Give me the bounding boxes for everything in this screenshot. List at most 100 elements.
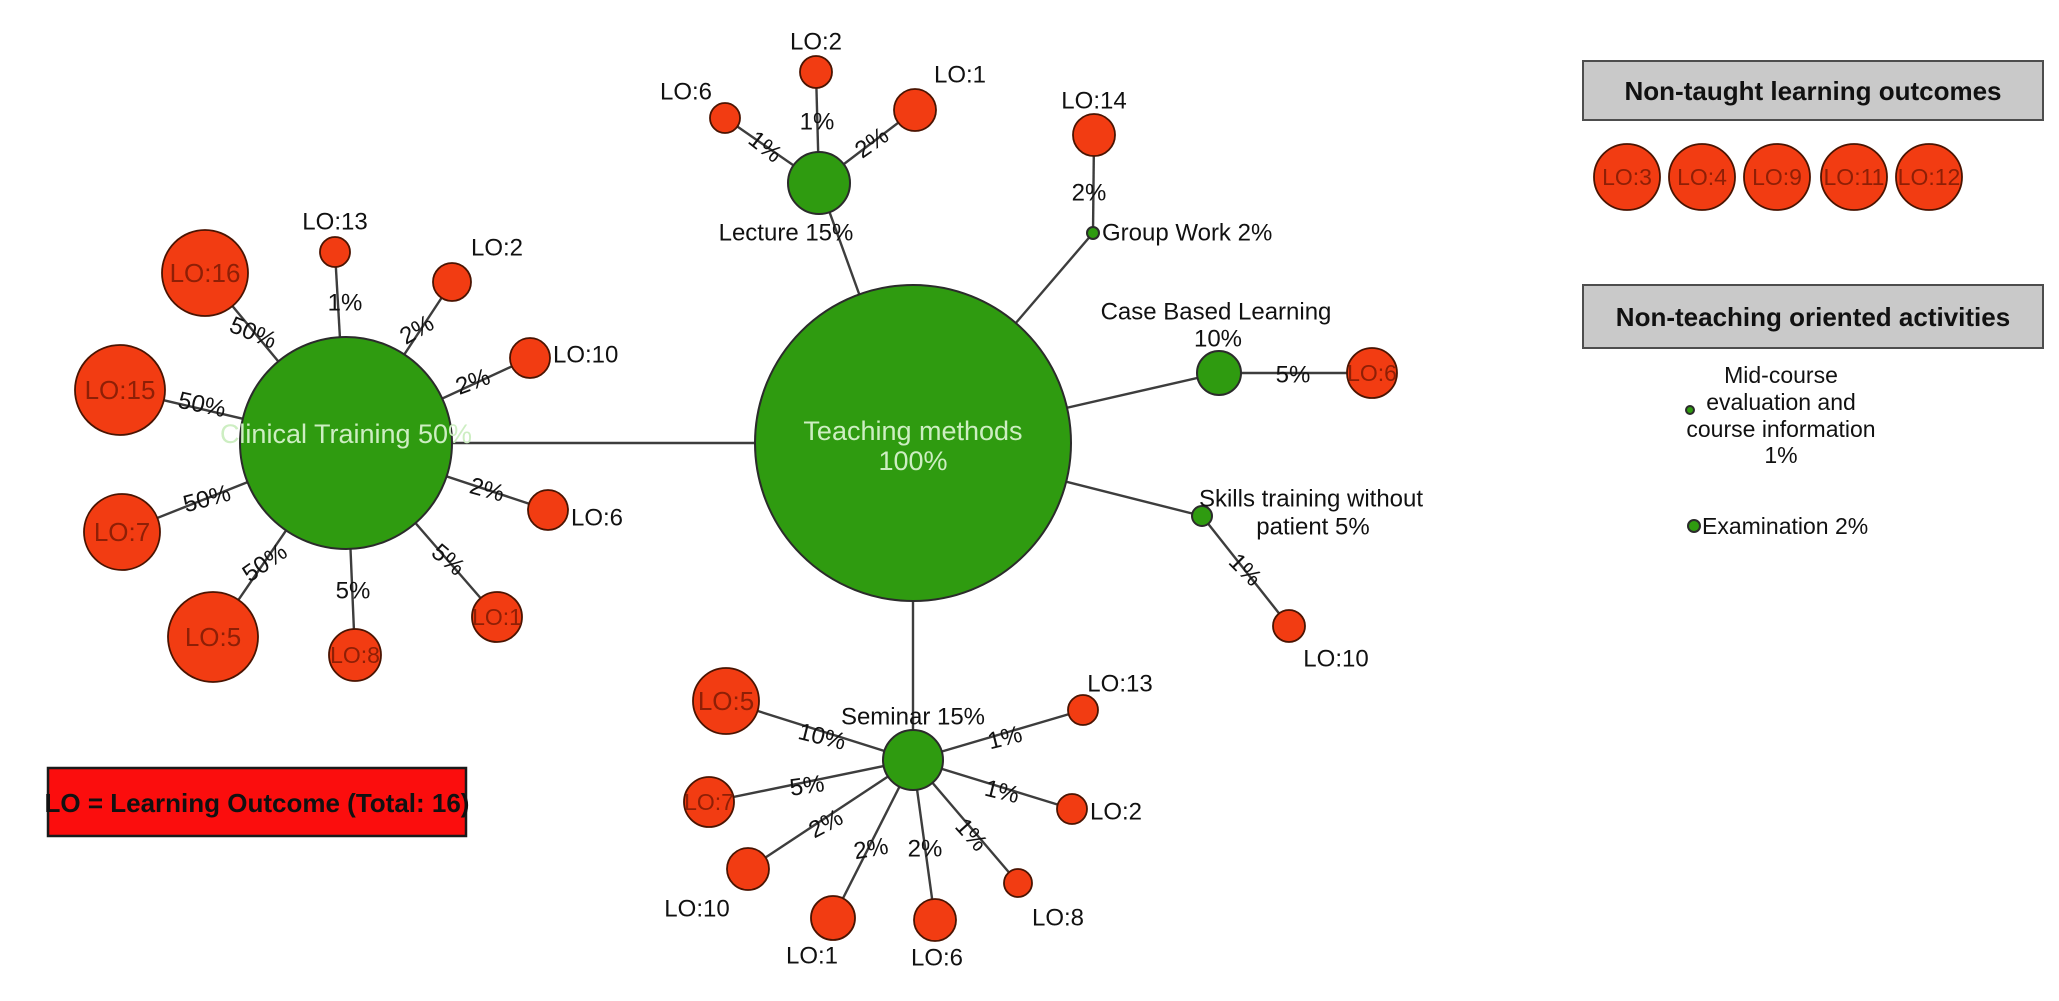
seminar-lo10-label: LO:10 [664, 896, 729, 923]
edge-skills-lo10 [1201, 515, 1290, 627]
seminar-lo5-label: LO:5 [698, 686, 754, 716]
pct-seminar-lo1: 2% [852, 833, 891, 866]
casebased-label-line1: Case Based Learning [1101, 299, 1332, 326]
node-clinical-training [239, 336, 453, 550]
node-nontaught-lo12 [1895, 143, 1963, 211]
clinical-lo6-label: LO:6 [571, 505, 623, 532]
clinical-lo2-label: LO:2 [471, 235, 523, 262]
node-lecture-lo1 [893, 88, 937, 132]
midcourse-line3: course information [1686, 416, 1875, 442]
pct-seminar-lo7: 5% [788, 770, 826, 802]
groupwork-lo14-label: LO:14 [1061, 88, 1126, 115]
node-clinical-lo6 [527, 489, 569, 531]
node-seminar-lo2 [1056, 793, 1088, 825]
seminar-lo1-label: LO:1 [786, 943, 838, 970]
pct-clinical-lo8: 5% [336, 578, 371, 605]
pct-lecture-lo6: 1% [743, 126, 787, 169]
node-clinical-lo7 [83, 493, 161, 571]
clinical-lo16-label: LO:16 [170, 258, 241, 288]
casebased-label-line2: 10% [1194, 326, 1242, 353]
skills-lo10-label: LO:10 [1303, 646, 1368, 673]
pct-clinical-lo1: 5% [426, 539, 470, 582]
pct-lecture-lo2: 1% [800, 109, 835, 136]
nontaught-lo11-label: LO:11 [1824, 164, 1885, 190]
lecture-lo6-label: LO:6 [660, 79, 712, 106]
node-nontaught-lo4 [1668, 143, 1736, 211]
pct-casebased-lo6: 5% [1276, 362, 1311, 389]
node-seminar-lo1 [810, 895, 856, 941]
clinical-lo13-label: LO:13 [302, 209, 367, 236]
pct-clinical-lo2: 2% [395, 310, 439, 351]
nontaught-lo12-label: LO:12 [1898, 164, 1961, 190]
teaching-label-line1: Teaching methods [803, 416, 1022, 446]
legend-label: LO = Learning Outcome (Total: 16) [45, 788, 470, 818]
node-clinical-lo5 [167, 591, 259, 683]
node-lecture-lo2 [799, 55, 833, 89]
midcourse-line2: evaluation and [1706, 389, 1856, 415]
midcourse-line1: Mid-course [1724, 362, 1838, 388]
nontaught-lo4-label: LO:4 [1677, 164, 1727, 190]
panel-non-teaching: Non-teaching oriented activities Mid-cou… [1582, 284, 2044, 539]
pct-clinical-lo7: 50% [180, 480, 233, 519]
node-lecture [787, 151, 851, 215]
clinical-lo7-label: LO:7 [94, 517, 150, 547]
node-skills-training [1191, 505, 1213, 527]
pct-lecture-lo1: 2% [850, 122, 894, 164]
seminar-lo13-label: LO:13 [1087, 671, 1152, 698]
node-clinical-lo16 [161, 229, 249, 317]
clinical-lo5-label: LO:5 [185, 622, 241, 652]
pct-seminar-lo6: 2% [908, 836, 943, 863]
pct-groupwork-lo14: 2% [1072, 180, 1107, 207]
node-seminar-lo10 [726, 847, 770, 891]
casebased-lo6-label: LO:6 [1347, 360, 1397, 386]
node-clinical-lo8 [328, 628, 382, 682]
non-teaching-header-title: Non-teaching oriented activities [1616, 302, 2010, 332]
pct-skills-lo10: 1% [1223, 548, 1267, 592]
skills-label-line1: Skills training without [1199, 486, 1423, 513]
node-group-work [1086, 226, 1100, 240]
node-nontaught-lo3 [1593, 143, 1661, 211]
node-nontaught-lo11 [1820, 143, 1888, 211]
node-seminar-lo5 [692, 667, 760, 735]
pct-clinical-lo16: 50% [226, 311, 281, 354]
pct-seminar-lo8: 1% [949, 813, 992, 857]
teaching-label-line2: 100% [878, 446, 947, 476]
labels: Teaching methods 100% Clinical Training … [85, 29, 1424, 972]
seminar-label: Seminar 15% [841, 704, 985, 731]
skills-label-line2: patient 5% [1256, 514, 1369, 541]
nodes [74, 55, 1398, 942]
pct-seminar-lo13: 1% [985, 721, 1025, 756]
node-seminar-lo6 [913, 898, 957, 942]
edge-seminar-lo7 [708, 758, 914, 804]
pct-clinical-lo15: 50% [176, 387, 229, 423]
legend-box [46, 766, 468, 838]
node-nontaught-lo9 [1743, 143, 1811, 211]
pct-clinical-lo5: 50% [238, 538, 293, 588]
lecture-lo1-label: LO:1 [934, 62, 986, 89]
node-midcourse-dot [1685, 405, 1695, 415]
examination-label: Examination 2% [1702, 513, 1868, 539]
node-seminar-lo8 [1003, 868, 1033, 898]
node-lecture-lo6 [709, 102, 741, 134]
node-groupwork-lo14 [1072, 113, 1116, 157]
node-seminar [882, 729, 944, 791]
nontaught-lo9-label: LO:9 [1752, 164, 1802, 190]
non-taught-header-title: Non-taught learning outcomes [1625, 76, 2002, 106]
seminar-lo8-label: LO:8 [1032, 905, 1084, 932]
panel-non-taught: Non-taught learning outcomes LO:3 LO:4 L… [1582, 60, 2044, 211]
seminar-lo2-label: LO:2 [1090, 799, 1142, 826]
node-skills-lo10 [1272, 609, 1306, 643]
pct-seminar-lo2: 1% [982, 775, 1022, 810]
groupwork-label: Group Work 2% [1102, 220, 1272, 247]
pct-clinical-lo10: 2% [452, 363, 494, 400]
node-seminar-lo13 [1067, 694, 1099, 726]
pct-seminar-lo10: 2% [804, 804, 847, 844]
node-seminar-lo7 [683, 776, 735, 828]
node-case-based-learning [1196, 350, 1242, 396]
node-clinical-lo10 [509, 337, 551, 379]
node-clinical-lo13 [319, 236, 351, 268]
clinical-label: Clinical Training 50% [220, 419, 472, 449]
lecture-label: Lecture 15% [719, 220, 854, 247]
